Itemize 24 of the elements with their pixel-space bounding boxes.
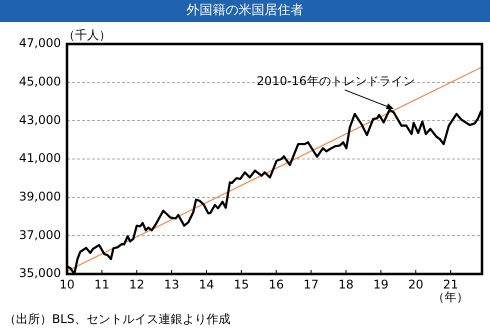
annotation: 2010-16年のトレンドライン	[256, 74, 415, 88]
y-tick-label: 41,000	[19, 151, 61, 166]
x-tick-label: 16	[268, 277, 284, 292]
x-tick-label: 19	[373, 277, 389, 292]
x-tick-label: 20	[408, 277, 424, 292]
x-tick-label: 21	[442, 277, 458, 292]
x-tick-label: 12	[129, 277, 144, 292]
text: （出所）BLS、セントルイス連銀より作成	[4, 312, 231, 326]
x-tick-label: 18	[338, 277, 354, 292]
x-tick-label: 15	[234, 277, 250, 292]
x-tick-label: 14	[198, 277, 214, 292]
y-tick-label: 47,000	[19, 36, 61, 50]
y-tick-label: 39,000	[19, 189, 61, 204]
y-tick-label: 45,000	[19, 74, 61, 88]
y-axis-title: （千人）	[63, 28, 111, 42]
x-tick-label: 10	[59, 277, 75, 292]
y-tick-label: 35,000	[19, 266, 61, 280]
y-tick-label: 37,000	[19, 228, 61, 242]
x-tick-label: 11	[94, 277, 110, 292]
x-axis-title: （年）	[432, 290, 469, 304]
x-tick-label: 13	[164, 277, 180, 292]
y-tick-label: 43,000	[19, 112, 61, 127]
chart-title: 外国籍の米国居住者	[0, 0, 490, 22]
x-tick-label: 17	[303, 277, 319, 292]
